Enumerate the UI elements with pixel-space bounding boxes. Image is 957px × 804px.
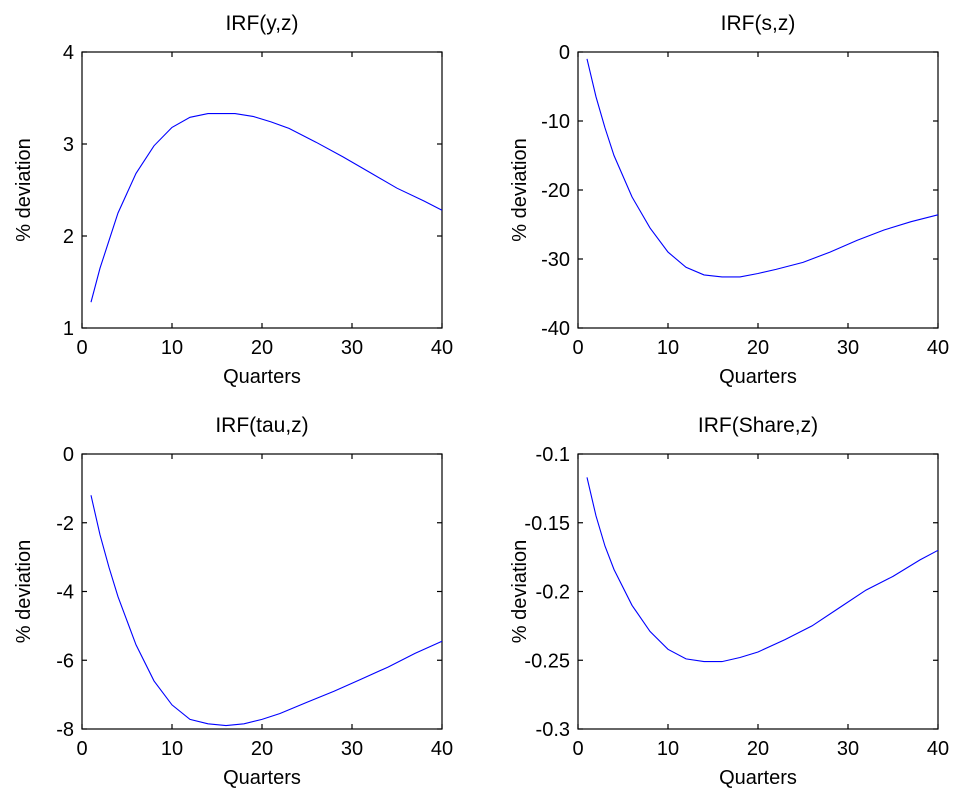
y-axis-label: % deviation bbox=[13, 138, 35, 241]
plot-frame bbox=[81, 51, 443, 329]
x-tick-label: 0 bbox=[76, 738, 87, 760]
x-tick-label: 30 bbox=[837, 738, 859, 760]
y-tick-label: 1 bbox=[63, 318, 74, 340]
x-tick-label: 30 bbox=[837, 337, 859, 359]
y-axis-label: % deviation bbox=[509, 540, 531, 643]
y-tick-label: 0 bbox=[63, 444, 74, 466]
series-line bbox=[90, 113, 443, 303]
y-tick-label: 3 bbox=[63, 134, 74, 156]
series-line bbox=[90, 495, 443, 727]
y-axis-label: % deviation bbox=[509, 138, 531, 241]
chart-title: IRF(Share,z) bbox=[698, 414, 818, 437]
x-axis-label: Quarters bbox=[223, 366, 301, 388]
x-tick-label: 10 bbox=[657, 337, 679, 359]
x-tick-label: 10 bbox=[161, 337, 183, 359]
x-tick-label: 10 bbox=[161, 738, 183, 760]
y-tick-label: 0 bbox=[559, 42, 570, 64]
series-line bbox=[586, 58, 939, 278]
x-tick-label: 20 bbox=[251, 337, 273, 359]
x-axis-label: Quarters bbox=[719, 767, 797, 789]
y-tick-label: 2 bbox=[63, 226, 74, 248]
x-tick-label: 0 bbox=[572, 738, 583, 760]
chart-title: IRF(s,z) bbox=[721, 12, 796, 35]
y-tick-label: -0.3 bbox=[536, 719, 570, 741]
y-tick-label: -10 bbox=[541, 111, 570, 133]
x-tick-label: 20 bbox=[747, 337, 769, 359]
x-tick-label: 40 bbox=[431, 337, 453, 359]
x-tick-label: 30 bbox=[341, 738, 363, 760]
x-tick-label: 20 bbox=[747, 738, 769, 760]
x-tick-label: 10 bbox=[657, 738, 679, 760]
y-tick-label: 4 bbox=[63, 42, 74, 64]
x-tick-label: 0 bbox=[572, 337, 583, 359]
x-axis-label: Quarters bbox=[719, 366, 797, 388]
x-tick-label: 40 bbox=[431, 738, 453, 760]
plot-frame bbox=[81, 453, 443, 730]
y-tick-label: -0.1 bbox=[536, 444, 570, 466]
x-tick-label: 40 bbox=[927, 738, 949, 760]
x-tick-label: 20 bbox=[251, 738, 273, 760]
x-tick-label: 40 bbox=[927, 337, 949, 359]
y-tick-label: -0.25 bbox=[524, 650, 570, 672]
y-tick-label: -40 bbox=[541, 318, 570, 340]
y-tick-label: -0.15 bbox=[524, 513, 570, 535]
plot-frame bbox=[577, 453, 939, 730]
y-tick-label: -4 bbox=[56, 582, 74, 604]
chart-title: IRF(y,z) bbox=[225, 12, 298, 35]
y-axis-label: % deviation bbox=[13, 540, 35, 643]
y-tick-label: -8 bbox=[56, 719, 74, 741]
x-tick-label: 0 bbox=[76, 337, 87, 359]
y-tick-label: -2 bbox=[56, 513, 74, 535]
plot-frame bbox=[577, 51, 939, 329]
chart-title: IRF(tau,z) bbox=[215, 414, 308, 437]
y-tick-label: -30 bbox=[541, 249, 570, 271]
series-line bbox=[586, 477, 939, 663]
x-tick-label: 30 bbox=[341, 337, 363, 359]
y-tick-label: -20 bbox=[541, 180, 570, 202]
x-axis-label: Quarters bbox=[223, 767, 301, 789]
y-tick-label: -6 bbox=[56, 650, 74, 672]
y-tick-label: -0.2 bbox=[536, 582, 570, 604]
